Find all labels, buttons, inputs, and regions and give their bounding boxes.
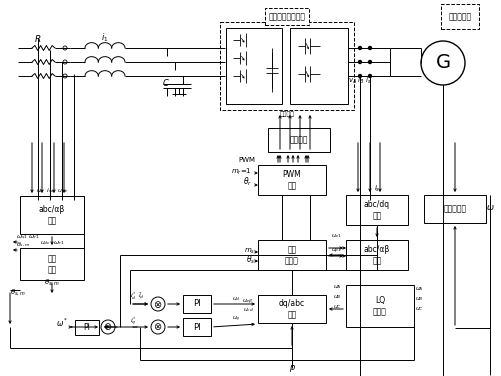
Text: $u_C$: $u_C$ bbox=[332, 303, 341, 311]
Bar bbox=[345, 195, 407, 225]
Text: PWM
调制: PWM 调制 bbox=[282, 170, 301, 190]
Bar bbox=[268, 128, 329, 152]
Text: $θ_{s,m}$: $θ_{s,m}$ bbox=[10, 288, 26, 297]
Text: $ω^*$: $ω^*$ bbox=[56, 317, 68, 329]
Circle shape bbox=[358, 74, 361, 77]
Text: abc/αβ
变换: abc/αβ 变换 bbox=[363, 245, 389, 265]
Circle shape bbox=[63, 60, 67, 64]
Text: $i_s$: $i_s$ bbox=[373, 184, 379, 194]
Text: $ω_{s1}$ $ω_{r1}$: $ω_{s1}$ $ω_{r1}$ bbox=[16, 233, 40, 241]
Circle shape bbox=[368, 47, 371, 50]
Bar bbox=[258, 295, 325, 323]
Text: $u_q$: $u_q$ bbox=[231, 315, 240, 324]
Circle shape bbox=[368, 74, 371, 77]
Text: $θ_s$: $θ_s$ bbox=[245, 254, 255, 267]
Circle shape bbox=[101, 320, 115, 334]
Text: $\otimes$: $\otimes$ bbox=[153, 299, 162, 309]
Text: $\otimes$: $\otimes$ bbox=[103, 321, 112, 332]
Text: PI: PI bbox=[193, 323, 200, 332]
Text: $u_A$: $u_A$ bbox=[333, 283, 341, 291]
Text: $u_{α1}$: $u_{α1}$ bbox=[330, 232, 341, 240]
Text: dq/abc
变换: dq/abc 变换 bbox=[279, 299, 305, 319]
Text: LQ
控制器: LQ 控制器 bbox=[372, 296, 386, 316]
Text: $θ_{s,m}$: $θ_{s,m}$ bbox=[16, 241, 30, 249]
Text: R: R bbox=[35, 35, 41, 44]
Bar bbox=[183, 295, 210, 313]
Bar bbox=[345, 240, 407, 270]
Text: C: C bbox=[163, 79, 168, 88]
Text: abc/αβ
变换: abc/αβ 变换 bbox=[39, 205, 65, 225]
Bar bbox=[225, 28, 282, 104]
Text: $u_d$: $u_d$ bbox=[231, 295, 240, 303]
Circle shape bbox=[63, 74, 67, 78]
Text: $i_1$: $i_1$ bbox=[101, 31, 109, 44]
Text: $θ_r$: $θ_r$ bbox=[242, 176, 252, 188]
Text: PI: PI bbox=[83, 323, 90, 332]
Bar bbox=[20, 196, 84, 234]
Text: $u_a$  $i_{sa}$  $u_{bc}$: $u_a$ $i_{sa}$ $u_{bc}$ bbox=[36, 186, 68, 195]
Circle shape bbox=[358, 47, 361, 50]
Text: $u_C$: $u_C$ bbox=[414, 305, 423, 313]
Text: PI: PI bbox=[193, 300, 200, 308]
Text: $v_A$ $i_B$ $i_s$: $v_A$ $i_B$ $i_s$ bbox=[347, 76, 371, 86]
Bar bbox=[345, 285, 413, 327]
Bar bbox=[20, 248, 84, 280]
Text: $u_A$: $u_A$ bbox=[414, 285, 423, 293]
Text: 磁链
观测器: 磁链 观测器 bbox=[285, 245, 298, 265]
Text: 驱动电路: 驱动电路 bbox=[289, 135, 308, 144]
Text: $\otimes$: $\otimes$ bbox=[153, 321, 162, 332]
Text: $m_r$=1: $m_r$=1 bbox=[231, 167, 252, 177]
Text: $p$: $p$ bbox=[288, 363, 295, 374]
Bar bbox=[75, 320, 99, 335]
Text: 双级式矩阵变换器: 双级式矩阵变换器 bbox=[268, 12, 305, 21]
Circle shape bbox=[151, 297, 165, 311]
Bar bbox=[423, 195, 485, 223]
Bar bbox=[219, 22, 353, 110]
Circle shape bbox=[420, 41, 464, 85]
Text: $θ_{s,m}$: $θ_{s,m}$ bbox=[44, 277, 60, 287]
Text: 驱动信号: 驱动信号 bbox=[279, 111, 294, 117]
Text: $u_{αβ}$: $u_{αβ}$ bbox=[242, 298, 254, 307]
Text: G: G bbox=[434, 53, 450, 73]
Bar bbox=[258, 240, 325, 270]
Circle shape bbox=[358, 61, 361, 64]
Text: 速度传感器: 速度传感器 bbox=[442, 205, 465, 214]
Text: $u_B$: $u_B$ bbox=[333, 293, 341, 301]
Text: abc/dq
变换: abc/dq 变换 bbox=[363, 200, 389, 220]
Text: $u_B$: $u_B$ bbox=[414, 295, 423, 303]
Circle shape bbox=[63, 46, 67, 50]
Text: PWM: PWM bbox=[237, 157, 255, 163]
Bar bbox=[290, 28, 347, 104]
Circle shape bbox=[368, 61, 371, 64]
Text: 锁相
环路: 锁相 环路 bbox=[47, 254, 57, 274]
Text: 同步发电机: 同步发电机 bbox=[447, 12, 470, 21]
Text: $m_s$: $m_s$ bbox=[243, 247, 255, 256]
Text: $ω$: $ω$ bbox=[484, 203, 493, 212]
Text: $u_{cd}$: $u_{cd}$ bbox=[242, 306, 254, 314]
Bar bbox=[183, 318, 210, 336]
Text: $u_{β1}$: $u_{β1}$ bbox=[330, 247, 341, 256]
Bar bbox=[258, 165, 325, 195]
Text: $u_{dc}$  $ω_{r1}$: $u_{dc}$ $ω_{r1}$ bbox=[40, 239, 64, 247]
Text: $i_d^*$ $\hat{i}_d$: $i_d^*$ $\hat{i}_d$ bbox=[130, 291, 144, 303]
Circle shape bbox=[151, 320, 165, 334]
Text: $i_q^*$: $i_q^*$ bbox=[130, 315, 137, 328]
